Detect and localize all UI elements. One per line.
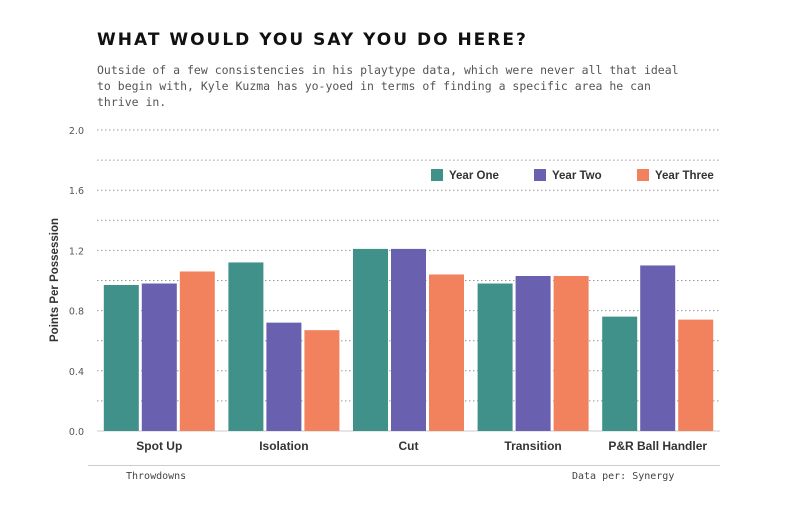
footer-divider: [88, 465, 720, 466]
y-tick-label: 1.6: [69, 186, 84, 197]
bar-year-one: [228, 262, 264, 431]
legend-label: Year Two: [552, 170, 602, 182]
y-tick-label: 0.0: [69, 427, 84, 438]
legend-swatch: [637, 169, 649, 181]
y-tick-label: 2.0: [69, 126, 84, 137]
bar-year-one: [477, 283, 513, 431]
x-tick-label: Transition: [504, 439, 561, 453]
x-tick-label: P&R Ball Handler: [608, 439, 707, 453]
bar-year-three: [304, 330, 340, 431]
bar-year-three: [179, 271, 215, 431]
y-axis-label: Points Per Possession: [49, 218, 61, 342]
bar-year-two: [141, 283, 177, 431]
bar-year-two: [266, 322, 302, 431]
chart-title: WHAT WOULD YOU SAY YOU DO HERE?: [97, 30, 528, 50]
x-tick-label: Cut: [399, 439, 419, 453]
chart-subtitle: Outside of a few consistencies in his pl…: [97, 63, 679, 109]
bar-year-two: [640, 265, 676, 431]
bar-year-two: [391, 248, 426, 431]
footer-source-left: Throwdowns: [126, 471, 187, 482]
bar-year-two: [515, 275, 551, 431]
bar-year-one: [103, 285, 139, 431]
bar-year-one: [602, 316, 638, 431]
bar-year-three: [678, 319, 714, 431]
bar-year-three: [429, 274, 464, 431]
legend-label: Year Three: [655, 170, 714, 182]
legend-label: Year One: [449, 170, 499, 182]
bar-year-one: [353, 248, 388, 431]
y-tick-label: 1.2: [69, 246, 84, 257]
footer-source-right: Data per: Synergy: [572, 471, 675, 482]
y-tick-label: 0.4: [69, 367, 84, 378]
legend-swatch: [431, 169, 443, 181]
x-tick-label: Spot Up: [136, 439, 182, 453]
y-tick-label: 0.8: [69, 307, 84, 318]
x-tick-label: Isolation: [259, 439, 308, 453]
bar-year-three: [553, 275, 589, 431]
legend-swatch: [534, 169, 546, 181]
